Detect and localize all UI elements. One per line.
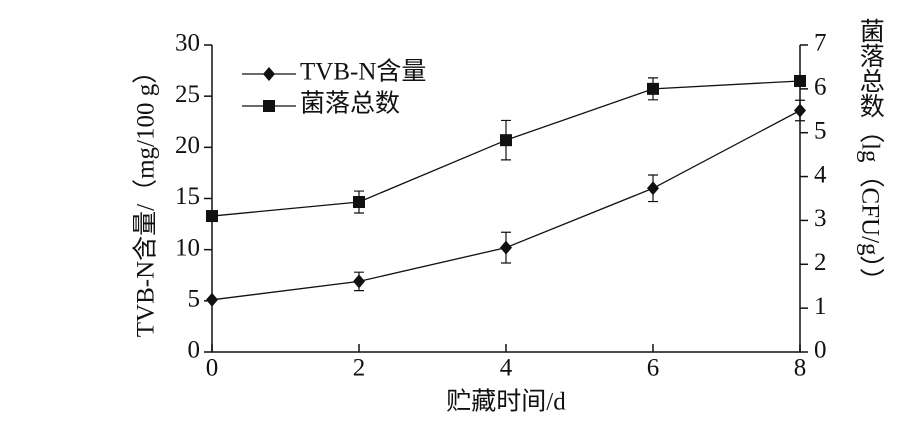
legend-label: 菌落总数 <box>300 90 400 118</box>
marker <box>794 103 806 118</box>
marker <box>647 181 659 196</box>
marker <box>263 100 275 112</box>
x-tick-label: 2 <box>353 355 366 382</box>
y2-tick-label: 3 <box>814 205 827 232</box>
marker <box>500 134 512 147</box>
y-tick-label: 15 <box>175 183 200 210</box>
y2-tick-label: 7 <box>814 30 827 57</box>
y-axis-label: TVB-N含量/（mg/100 g） <box>132 59 160 337</box>
marker <box>647 82 659 95</box>
y-tick-label: 25 <box>175 81 200 108</box>
y-tick-label: 30 <box>175 30 200 57</box>
marker <box>263 67 275 81</box>
y2-tick-label: 0 <box>814 337 827 364</box>
y-tick-label: 0 <box>188 337 201 364</box>
x-tick-label: 0 <box>206 355 219 382</box>
y2-tick-label: 4 <box>814 161 827 188</box>
marker <box>206 210 218 223</box>
y2-axis-label: 菌落总数（lg（CFU/g）） <box>856 18 885 293</box>
marker <box>353 274 365 289</box>
x-tick-label: 8 <box>794 355 807 382</box>
y-tick-label: 10 <box>175 234 200 261</box>
x-tick-label: 6 <box>647 355 660 382</box>
y-tick-label: 20 <box>175 132 200 159</box>
marker <box>353 196 365 209</box>
x-axis-label: 贮藏时间/d <box>446 388 566 416</box>
y-tick-label: 5 <box>188 286 201 313</box>
marker <box>206 292 218 307</box>
y2-tick-label: 5 <box>814 117 827 144</box>
legend-label: TVB-N含量 <box>300 58 426 86</box>
y2-tick-label: 6 <box>814 74 827 101</box>
marker <box>794 74 806 87</box>
y2-tick-label: 1 <box>814 293 827 320</box>
x-tick-label: 4 <box>500 355 513 382</box>
y2-tick-label: 2 <box>814 249 827 276</box>
marker <box>500 240 512 255</box>
